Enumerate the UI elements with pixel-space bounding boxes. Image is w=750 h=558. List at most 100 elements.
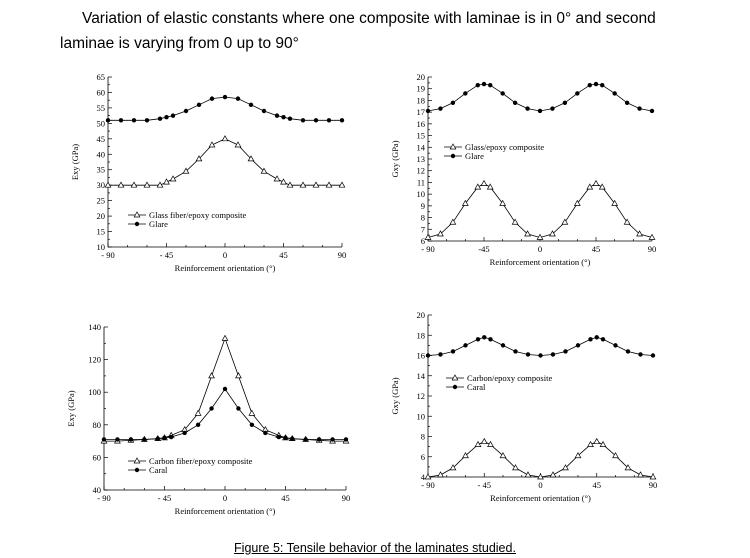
data-point <box>169 434 174 440</box>
series-line <box>108 96 342 121</box>
data-point <box>550 106 555 111</box>
x-axis-label: Reinforcement orientation (°) <box>175 506 276 516</box>
data-point <box>573 199 581 206</box>
data-point <box>561 218 569 225</box>
data-point <box>624 464 632 471</box>
data-point <box>424 473 432 480</box>
data-point <box>482 335 487 340</box>
y-tick-label: 13 <box>417 154 426 164</box>
x-tick-label: 0 <box>223 493 227 503</box>
y-tick-label: 20 <box>97 211 106 221</box>
data-point <box>157 116 163 121</box>
data-point <box>209 96 215 101</box>
data-point <box>536 233 544 240</box>
data-point <box>525 352 531 357</box>
data-point <box>623 218 631 225</box>
y-tick-label: 40 <box>97 149 106 159</box>
x-tick-label: 0 <box>223 250 227 260</box>
data-point <box>235 96 241 101</box>
data-point <box>637 471 644 478</box>
y-tick-label: 120 <box>88 355 101 365</box>
y-axis-label: Gxy (GPa) <box>390 377 400 414</box>
x-tick-label: - 90 <box>421 480 434 490</box>
x-tick-label: - 45 <box>158 493 171 503</box>
data-point <box>221 135 229 142</box>
data-point <box>513 349 518 354</box>
x-tick-label: -45 <box>478 244 489 254</box>
data-point <box>222 94 228 100</box>
data-point <box>339 118 345 123</box>
data-point <box>474 183 482 190</box>
data-point <box>164 114 169 120</box>
data-point <box>592 179 600 186</box>
data-point <box>593 437 601 444</box>
data-point <box>575 343 581 348</box>
data-point <box>499 199 507 206</box>
data-point <box>286 181 294 188</box>
x-tick-label: 45 <box>593 480 602 490</box>
data-point <box>131 118 137 123</box>
y-tick-label: 10 <box>417 411 426 421</box>
y-tick-label: 16 <box>417 351 426 361</box>
data-point <box>156 181 164 188</box>
data-point <box>196 102 202 108</box>
x-tick-label: - 45 <box>478 480 491 490</box>
data-point <box>586 183 594 190</box>
data-point <box>461 199 469 206</box>
data-point <box>260 167 268 174</box>
data-point <box>425 353 431 358</box>
data-point <box>512 464 519 471</box>
data-point <box>587 440 594 447</box>
x-tick-label: - 90 <box>97 493 110 503</box>
data-point <box>425 108 431 114</box>
data-point <box>600 337 606 342</box>
series-line <box>427 83 653 112</box>
y-axis-label: Exy (GPa) <box>70 144 80 180</box>
data-point <box>594 335 599 340</box>
y-tick-label: 80 <box>93 420 102 430</box>
data-point <box>438 352 443 357</box>
data-point <box>208 372 215 379</box>
y-tick-label: 15 <box>417 131 426 141</box>
data-point <box>474 440 482 447</box>
data-point <box>280 178 287 185</box>
series-line <box>427 183 653 238</box>
data-point <box>524 230 531 237</box>
y-tick-label: 18 <box>417 330 426 340</box>
data-point <box>155 436 160 441</box>
y-tick-label: 18 <box>417 95 426 105</box>
data-point <box>475 83 480 88</box>
data-point <box>118 118 124 123</box>
data-point <box>437 230 444 237</box>
legend-marker <box>450 153 456 159</box>
data-point <box>316 437 322 442</box>
data-point <box>221 334 229 341</box>
data-point <box>263 430 268 436</box>
data-point <box>312 181 320 188</box>
y-axis-label: Exy (GPa) <box>66 390 76 426</box>
data-point <box>208 141 216 148</box>
data-point <box>574 452 582 459</box>
data-point <box>500 343 506 348</box>
x-tick-label: 90 <box>648 244 657 254</box>
axis-frame <box>107 77 342 248</box>
x-tick-label: 90 <box>338 250 347 260</box>
y-tick-label: 25 <box>97 196 106 206</box>
legend-label: Carbon/epoxy composite <box>467 373 552 383</box>
data-point <box>524 471 532 478</box>
data-point <box>313 118 319 123</box>
data-point <box>598 183 606 190</box>
legend-marker <box>449 143 457 150</box>
data-point <box>624 100 630 105</box>
data-point <box>248 102 254 108</box>
data-point <box>475 337 481 342</box>
y-tick-label: 7 <box>421 224 425 234</box>
y-tick-label: 11 <box>417 177 425 187</box>
data-point <box>588 337 593 342</box>
data-point <box>599 440 607 447</box>
y-tick-label: 20 <box>417 310 426 320</box>
series-line <box>108 138 342 186</box>
data-point <box>648 233 656 240</box>
y-tick-label: 17 <box>417 107 426 117</box>
